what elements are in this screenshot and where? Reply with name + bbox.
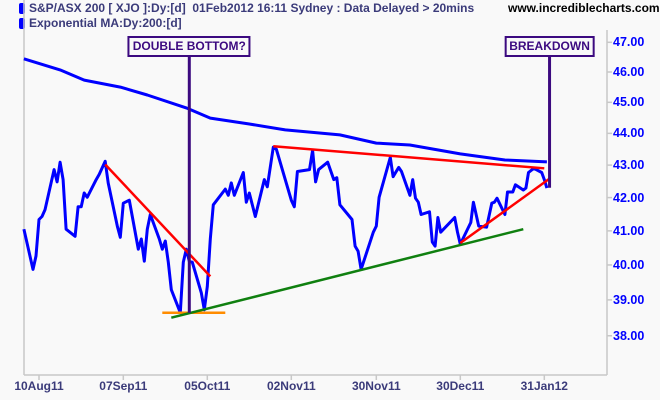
support-trendline bbox=[170, 227, 524, 319]
breakdown-callout: BREAKDOWN bbox=[504, 36, 595, 57]
double-bottom-callout: DOUBLE BOTTOM? bbox=[127, 36, 251, 57]
y-tick-label: 47.00 bbox=[613, 35, 645, 50]
y-tick-label: 41.00 bbox=[613, 223, 645, 238]
x-tick-label: 30Dec11 bbox=[436, 379, 485, 393]
x-tick-label: 05Oct11 bbox=[184, 379, 231, 393]
y-tick-label: 45.00 bbox=[613, 95, 645, 110]
price-legend-marker bbox=[19, 3, 25, 14]
x-tick-label: 30Nov11 bbox=[351, 379, 401, 393]
x-tick-label: 10Aug11 bbox=[14, 379, 64, 393]
y-tick-label: 43.00 bbox=[613, 158, 645, 173]
y-tick-label: 40.00 bbox=[613, 257, 645, 272]
y-tick-label: 46.00 bbox=[613, 64, 645, 79]
x-tick-label: 07Sep11 bbox=[99, 379, 148, 393]
x-tick-label: 31Jan12 bbox=[520, 379, 568, 393]
y-tick-label: 44.00 bbox=[613, 126, 645, 141]
resistance-trendline bbox=[459, 177, 551, 245]
chart-title: S&P/ASX 200 [ XJO ]:Dy:[d] 01Feb2012 16:… bbox=[29, 1, 475, 15]
watermark: www.incrediblecharts.com bbox=[508, 1, 660, 15]
resistance-trendline bbox=[104, 163, 212, 278]
y-tick-label: 38.00 bbox=[613, 328, 645, 343]
indicator-label: Exponential MA:Dy:200:[d] bbox=[29, 16, 182, 30]
resistance-trendline bbox=[273, 145, 545, 170]
x-tick-label: 02Nov11 bbox=[266, 379, 316, 393]
ema-series-line bbox=[23, 57, 547, 164]
y-tick-label: 39.00 bbox=[613, 292, 645, 307]
y-tick-label: 42.00 bbox=[613, 190, 645, 205]
ema-legend-marker bbox=[19, 18, 25, 29]
